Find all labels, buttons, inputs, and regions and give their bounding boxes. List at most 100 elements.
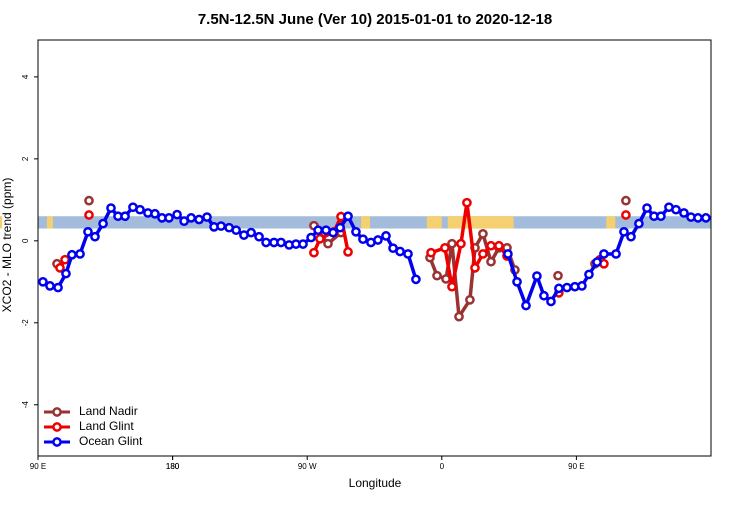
x-tick-label: 180 — [166, 462, 180, 471]
data-point — [186, 213, 196, 223]
data-point — [619, 226, 629, 237]
y-tick-label: -2 — [21, 319, 30, 327]
data-point — [261, 237, 271, 248]
data-point — [701, 213, 711, 223]
data-point — [426, 247, 436, 258]
data-point — [98, 218, 108, 229]
data-point — [53, 282, 63, 293]
data-point — [562, 282, 572, 293]
band-patch — [46, 216, 53, 229]
data-point — [343, 247, 353, 257]
legend-marker — [52, 422, 62, 432]
data-point — [60, 254, 70, 265]
data-point — [621, 210, 631, 220]
band-patch — [361, 216, 371, 229]
data-point — [298, 239, 308, 249]
data-point — [447, 281, 457, 292]
data-point — [135, 204, 145, 215]
data-point — [38, 276, 48, 287]
data-point — [447, 238, 457, 249]
data-point — [486, 240, 496, 251]
data-point — [276, 237, 286, 248]
data-point — [216, 221, 226, 231]
data-point — [693, 213, 703, 223]
data-point — [478, 229, 488, 239]
data-point — [106, 203, 116, 213]
data-point — [462, 197, 472, 208]
data-point — [351, 226, 361, 237]
data-point — [611, 249, 621, 259]
data-point — [656, 211, 666, 222]
data-point — [584, 269, 594, 280]
data-point — [395, 246, 405, 257]
data-point — [90, 231, 100, 242]
data-point — [343, 211, 353, 222]
data-point — [494, 240, 504, 251]
legend-marker — [52, 437, 62, 447]
data-point — [381, 231, 391, 241]
data-point — [521, 300, 531, 311]
y-tick-label: 2 — [21, 156, 30, 161]
data-point — [679, 208, 689, 218]
data-point — [172, 209, 182, 220]
data-point — [503, 249, 513, 259]
data-point — [84, 195, 94, 206]
data-point — [546, 296, 556, 307]
data-point — [194, 214, 204, 225]
data-point — [315, 233, 325, 244]
data-point — [621, 195, 631, 206]
data-point — [532, 271, 542, 281]
data-point — [456, 238, 466, 249]
x-tick-label: 90 E — [30, 462, 46, 471]
data-point — [61, 268, 71, 279]
plot-frame — [37, 39, 712, 457]
data-point — [373, 235, 383, 245]
data-point — [75, 249, 85, 259]
data-point — [335, 222, 345, 233]
data-point — [465, 294, 475, 305]
band-patch — [0, 216, 3, 229]
y-tick-label: 4 — [21, 74, 30, 79]
x-tick-label: 180 — [166, 462, 180, 471]
data-point — [411, 274, 421, 285]
legend-marker — [52, 407, 62, 417]
data-point — [470, 263, 480, 273]
y-tick-label: 0 — [21, 238, 30, 243]
band-patch — [606, 216, 616, 229]
data-point — [440, 242, 450, 253]
data-point — [45, 281, 55, 291]
x-tick-label: 0 — [440, 462, 445, 471]
x-axis-label: Longitude — [349, 476, 402, 490]
data-point — [454, 311, 464, 322]
data-point — [599, 249, 609, 259]
data-point — [67, 249, 77, 260]
data-point — [202, 212, 212, 222]
y-tick-label: -4 — [21, 401, 30, 409]
data-point — [358, 234, 368, 245]
x-tick-label: 90 E — [568, 462, 584, 471]
data-point — [306, 232, 316, 243]
data-point — [323, 238, 333, 249]
legend-label: Ocean Glint — [79, 434, 143, 448]
data-point — [432, 270, 442, 281]
data-point — [254, 231, 264, 242]
chart-title: 7.5N-12.5N June (Ver 10) 2015-01-01 to 2… — [198, 11, 552, 28]
band-patch — [426, 216, 442, 229]
band-patch — [447, 216, 514, 229]
data-point — [671, 204, 681, 215]
legend-label: Land Nadir — [79, 404, 138, 418]
data-point — [512, 276, 522, 287]
data-point — [231, 225, 242, 236]
data-point — [164, 213, 174, 223]
data-point — [592, 257, 602, 267]
data-point — [84, 210, 94, 220]
data-point — [313, 225, 323, 236]
data-point — [626, 231, 636, 242]
data-point — [83, 226, 93, 237]
data-point — [120, 211, 130, 222]
data-point — [150, 208, 160, 219]
y-axis-label: XCO2 - MLO trend (ppm) — [0, 178, 14, 313]
data-point — [642, 203, 652, 213]
